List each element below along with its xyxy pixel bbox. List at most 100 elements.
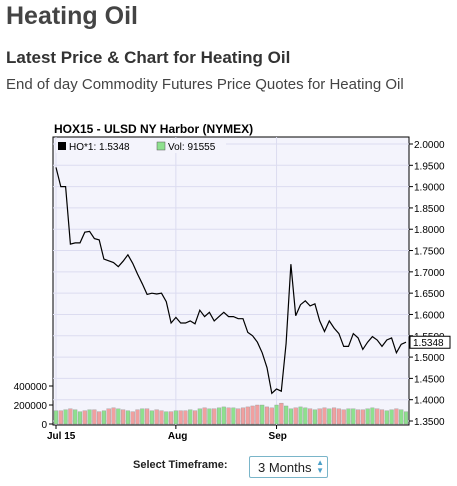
volume-bar (169, 411, 174, 425)
volume-bar (212, 408, 217, 425)
volume-bar (375, 408, 380, 425)
volume-bar (403, 411, 409, 425)
volume-bar (356, 409, 361, 425)
volume-bar (370, 407, 375, 425)
volume-bar (63, 409, 68, 425)
volume-bar (389, 409, 394, 425)
legend-price-label: HO*1: 1.5348 (69, 142, 130, 153)
volume-bar (298, 406, 303, 425)
volume-bar (332, 407, 337, 425)
volume-bar (346, 408, 351, 425)
legend: HO*1: 1.5348 Vol: 91555 (56, 139, 226, 153)
volume-bar (360, 409, 365, 425)
volume-bar (53, 410, 59, 425)
price-tick-label: 1.6500 (414, 289, 445, 300)
timeframe-select[interactable]: 3 Months ▲ ▼ (249, 456, 328, 478)
volume-bar (164, 411, 169, 425)
volume-bar (351, 408, 356, 425)
price-tick-label: 1.4000 (414, 396, 445, 407)
volume-bar (365, 408, 370, 425)
volume-bar (279, 402, 284, 425)
price-tick-label: 2.0000 (414, 140, 445, 151)
volume-bar (202, 407, 207, 425)
volume-bar (221, 406, 226, 425)
volume-bar (384, 410, 389, 425)
volume-bar (308, 408, 313, 425)
price-series-line (55, 167, 407, 395)
volume-bar (130, 411, 135, 425)
volume-bar (399, 409, 404, 425)
volume-bar (106, 408, 111, 425)
page-subtitle: Latest Price & Chart for Heating Oil (6, 48, 291, 67)
volume-bar (58, 410, 63, 425)
volume-bar (173, 410, 178, 425)
volume-bar (140, 408, 145, 425)
legend-volume-label: Vol: 91555 (168, 142, 216, 153)
volume-bar (327, 408, 332, 425)
volume-bars (53, 402, 409, 425)
volume-bar (269, 407, 274, 425)
volume-bar (260, 404, 265, 425)
page-description: End of day Commodity Futures Price Quote… (6, 76, 404, 93)
volume-bar (188, 409, 193, 425)
volume-bar (245, 406, 250, 425)
price-line (55, 167, 407, 395)
volume-bar (274, 404, 279, 425)
volume-bar (68, 408, 73, 425)
volume-bar (394, 408, 399, 425)
volume-bar (303, 407, 308, 425)
volume-bar (341, 409, 346, 425)
price-tick-label: 1.3500 (414, 417, 445, 428)
volume-bar (92, 409, 97, 425)
volume-bar (250, 405, 255, 425)
volume-bar (87, 409, 92, 425)
chart-title: HOX15 - ULSD NY Harbor (NYMEX) (54, 122, 253, 136)
volume-bar (288, 408, 293, 425)
price-tick-label: 1.4500 (414, 374, 445, 385)
volume-bar (240, 407, 246, 425)
timeframe-label: Select Timeframe: (133, 459, 228, 471)
volume-bar (178, 410, 183, 425)
volume-bar (159, 410, 164, 425)
price-tick-label: 1.8000 (414, 225, 445, 236)
price-tick-label: 1.7500 (414, 247, 445, 258)
volume-bar (231, 407, 236, 425)
volume-bar (379, 409, 385, 425)
volume-bar (336, 408, 341, 425)
volume-bar (264, 406, 270, 425)
legend-box (56, 139, 226, 153)
price-tick-label: 1.5000 (414, 353, 445, 364)
volume-bar (207, 408, 212, 425)
volume-bar (97, 411, 102, 425)
price-chart: HOX15 - ULSD NY Harbor (NYMEX) 2.0000 1.9… (14, 122, 451, 442)
legend-volume-swatch (156, 141, 166, 151)
volume-bar (216, 407, 222, 425)
page-title: Heating Oil (6, 2, 138, 30)
legend-price-swatch (58, 142, 66, 150)
volume-tick-label: 0 (41, 420, 47, 431)
x-tick-label: Sep (269, 431, 287, 442)
last-price-box (409, 335, 451, 349)
volume-bar (154, 409, 159, 425)
volume-bar (149, 410, 154, 425)
last-price-tag: 1.5348 (409, 335, 451, 349)
grid (52, 136, 410, 426)
volume-bar (125, 410, 130, 425)
price-tick-label: 1.8500 (414, 204, 445, 215)
volume-bar (255, 404, 260, 425)
volume-bar (111, 407, 116, 425)
plot-area (52, 136, 410, 426)
volume-bar (312, 409, 317, 425)
volume-bar (116, 408, 121, 425)
volume-tick-label: 400000 (14, 382, 48, 393)
select-arrows-icon: ▲ ▼ (316, 458, 324, 475)
timeframe-selected-value: 3 Months (258, 460, 312, 475)
volume-bar (226, 407, 231, 425)
volume-bar (317, 408, 322, 425)
volume-bar (192, 410, 198, 425)
volume-bar (101, 410, 106, 425)
volume-bar (145, 408, 150, 425)
volume-bar (135, 409, 140, 425)
volume-bar (322, 407, 327, 425)
x-tick-label: Jul 15 (47, 431, 76, 442)
